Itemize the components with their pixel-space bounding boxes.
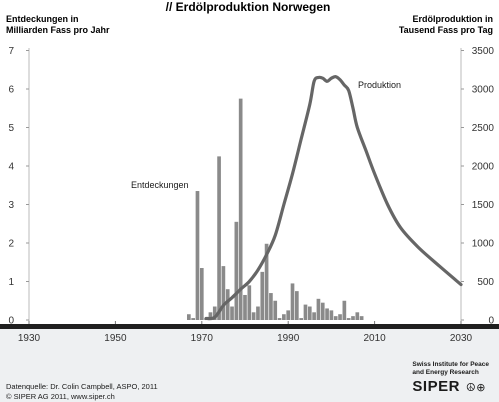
discovery-bar — [212, 306, 217, 320]
discovery-bar — [312, 312, 316, 320]
right-tick-label: 1500 — [472, 200, 495, 211]
footer-source: Datenquelle: Dr. Colin Campbell, ASPO, 2… — [6, 382, 158, 391]
left-tick-label: 5 — [8, 123, 14, 134]
discovery-bar — [316, 298, 321, 320]
right-tick-label: 1000 — [472, 239, 495, 250]
right-tick-label: 500 — [477, 277, 494, 288]
brand-tagline-1: Swiss Institute for Peace — [412, 361, 489, 368]
discovery-bar — [234, 221, 239, 320]
annotation-discoveries: Entdeckungen — [131, 180, 189, 190]
discovery-bar — [273, 300, 278, 320]
footer-credits: Datenquelle: Dr. Colin Campbell, ASPO, 2… — [6, 382, 158, 402]
brand-logo-text: SIPER — [412, 378, 460, 395]
discovery-bar — [359, 316, 364, 320]
discovery-bar — [333, 316, 338, 320]
production-line — [204, 75, 463, 321]
x-tick-label: 2010 — [363, 333, 386, 344]
brand-block: Swiss Institute for Peace and Energy Res… — [412, 361, 489, 395]
right-tick-label: 3000 — [472, 85, 495, 96]
x-tick-label: 1930 — [18, 333, 41, 344]
discovery-bar — [295, 291, 299, 321]
right-tick-label: 3500 — [472, 46, 495, 57]
discovery-bar — [320, 302, 325, 320]
annotation-production: Produktion — [358, 80, 401, 90]
discovery-bar — [225, 289, 230, 320]
discovery-bar — [247, 285, 252, 320]
discovery-bar — [208, 312, 213, 320]
discovery-bar — [238, 98, 243, 321]
discovery-bar — [325, 308, 329, 320]
discovery-bar — [338, 314, 342, 320]
discovery-bar — [195, 191, 200, 320]
discovery-bar — [342, 300, 347, 320]
axis-band — [0, 324, 499, 329]
discovery-bar — [260, 271, 265, 321]
discovery-bar — [191, 318, 195, 320]
left-axis-ticks: 0 1 2 3 4 5 6 7 — [8, 46, 29, 327]
discovery-bar — [307, 306, 312, 320]
left-tick-label: 7 — [8, 46, 14, 57]
discovery-bar — [286, 310, 291, 321]
discovery-bar — [351, 316, 355, 320]
discovery-bar — [355, 312, 360, 320]
footer-band — [0, 324, 499, 402]
discovery-bar — [303, 304, 308, 320]
right-axis-label-2: Tausend Fass pro Tag — [399, 25, 493, 35]
discovery-bar — [217, 156, 221, 321]
discovery-bar — [346, 318, 351, 320]
discovery-bar — [221, 266, 226, 320]
discovery-bar — [329, 310, 334, 321]
discovery-bar — [299, 318, 303, 320]
left-tick-label: 0 — [8, 316, 14, 327]
right-tick-label: 0 — [488, 316, 494, 327]
footer-copyright: © SIPER AG 2011, www.siper.ch — [6, 392, 115, 401]
discovery-bar — [187, 314, 191, 320]
left-tick-label: 4 — [8, 162, 14, 173]
right-axis-label-1: Erdölproduktion in — [413, 14, 494, 24]
x-tick-label: 1950 — [104, 333, 127, 344]
left-axis-label-1: Entdeckungen in — [6, 14, 79, 24]
discovery-bar — [282, 314, 286, 320]
right-tick-label: 2000 — [472, 162, 495, 173]
left-axis-label-2: Milliarden Fass pro Jahr — [6, 25, 110, 35]
brand-logo: SIPER ☮⊕ — [412, 378, 489, 395]
left-tick-label: 2 — [8, 239, 14, 250]
discovery-bar — [230, 306, 234, 320]
left-tick-label: 6 — [8, 85, 14, 96]
brand-tagline-2: and Energy Research — [412, 369, 479, 376]
x-tick-label: 1990 — [277, 333, 300, 344]
x-axis-ticks: 1930 1950 1970 1990 2010 2030 — [18, 321, 473, 344]
left-tick-label: 3 — [8, 200, 14, 211]
x-tick-label: 1970 — [191, 333, 214, 344]
discovery-bar — [199, 268, 204, 320]
discovery-bar — [243, 294, 247, 320]
right-tick-label: 2500 — [472, 123, 495, 134]
left-tick-label: 1 — [8, 277, 14, 288]
brand-logo-symbols: ☮⊕ — [465, 382, 486, 394]
x-tick-label: 2030 — [450, 333, 473, 344]
discovery-bar — [264, 243, 269, 320]
discoveries-bars — [187, 98, 364, 321]
discovery-bar — [251, 312, 256, 320]
chart-title: // Erdölproduktion Norwegen — [166, 0, 331, 14]
discovery-bar — [290, 283, 295, 320]
discovery-bar — [269, 293, 273, 320]
right-axis-ticks: 0 500 1000 1500 2000 2500 3000 3500 — [461, 46, 494, 327]
discovery-bar — [256, 306, 260, 320]
discovery-bar — [277, 318, 282, 320]
